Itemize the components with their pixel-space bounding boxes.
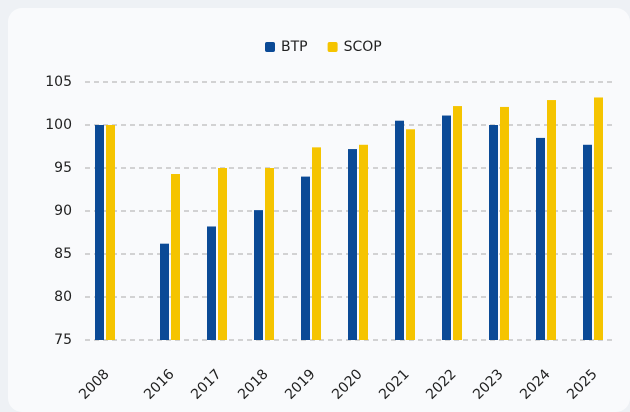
bar [171,174,180,340]
y-tick-label: 80 [54,289,72,305]
bar [160,243,169,340]
bar [312,147,321,340]
bar [583,144,592,340]
y-tick-label: 105 [45,74,72,90]
legend-swatch [327,42,338,52]
y-tick-label: 100 [45,117,72,133]
bar [395,120,404,340]
legend-swatch [265,42,275,52]
y-tick-label: 95 [54,160,72,176]
bar [547,100,556,340]
bar [594,97,603,340]
y-tick-label: 75 [54,332,72,348]
bar [207,226,216,340]
legend-label: SCOP [344,39,382,55]
bar [254,210,263,340]
bar [453,106,462,340]
bar [500,106,509,340]
bar [406,129,415,340]
y-tick-label: 85 [54,246,72,262]
bar [106,125,115,340]
legend-label: BTP [281,39,308,55]
bar [95,125,104,340]
bar [442,115,451,340]
bar [218,168,227,340]
bar [301,176,310,340]
bar [265,168,274,340]
bar [489,125,498,340]
bar [536,137,545,340]
bar [348,149,357,340]
y-tick-label: 90 [54,203,72,219]
bar [359,144,368,340]
